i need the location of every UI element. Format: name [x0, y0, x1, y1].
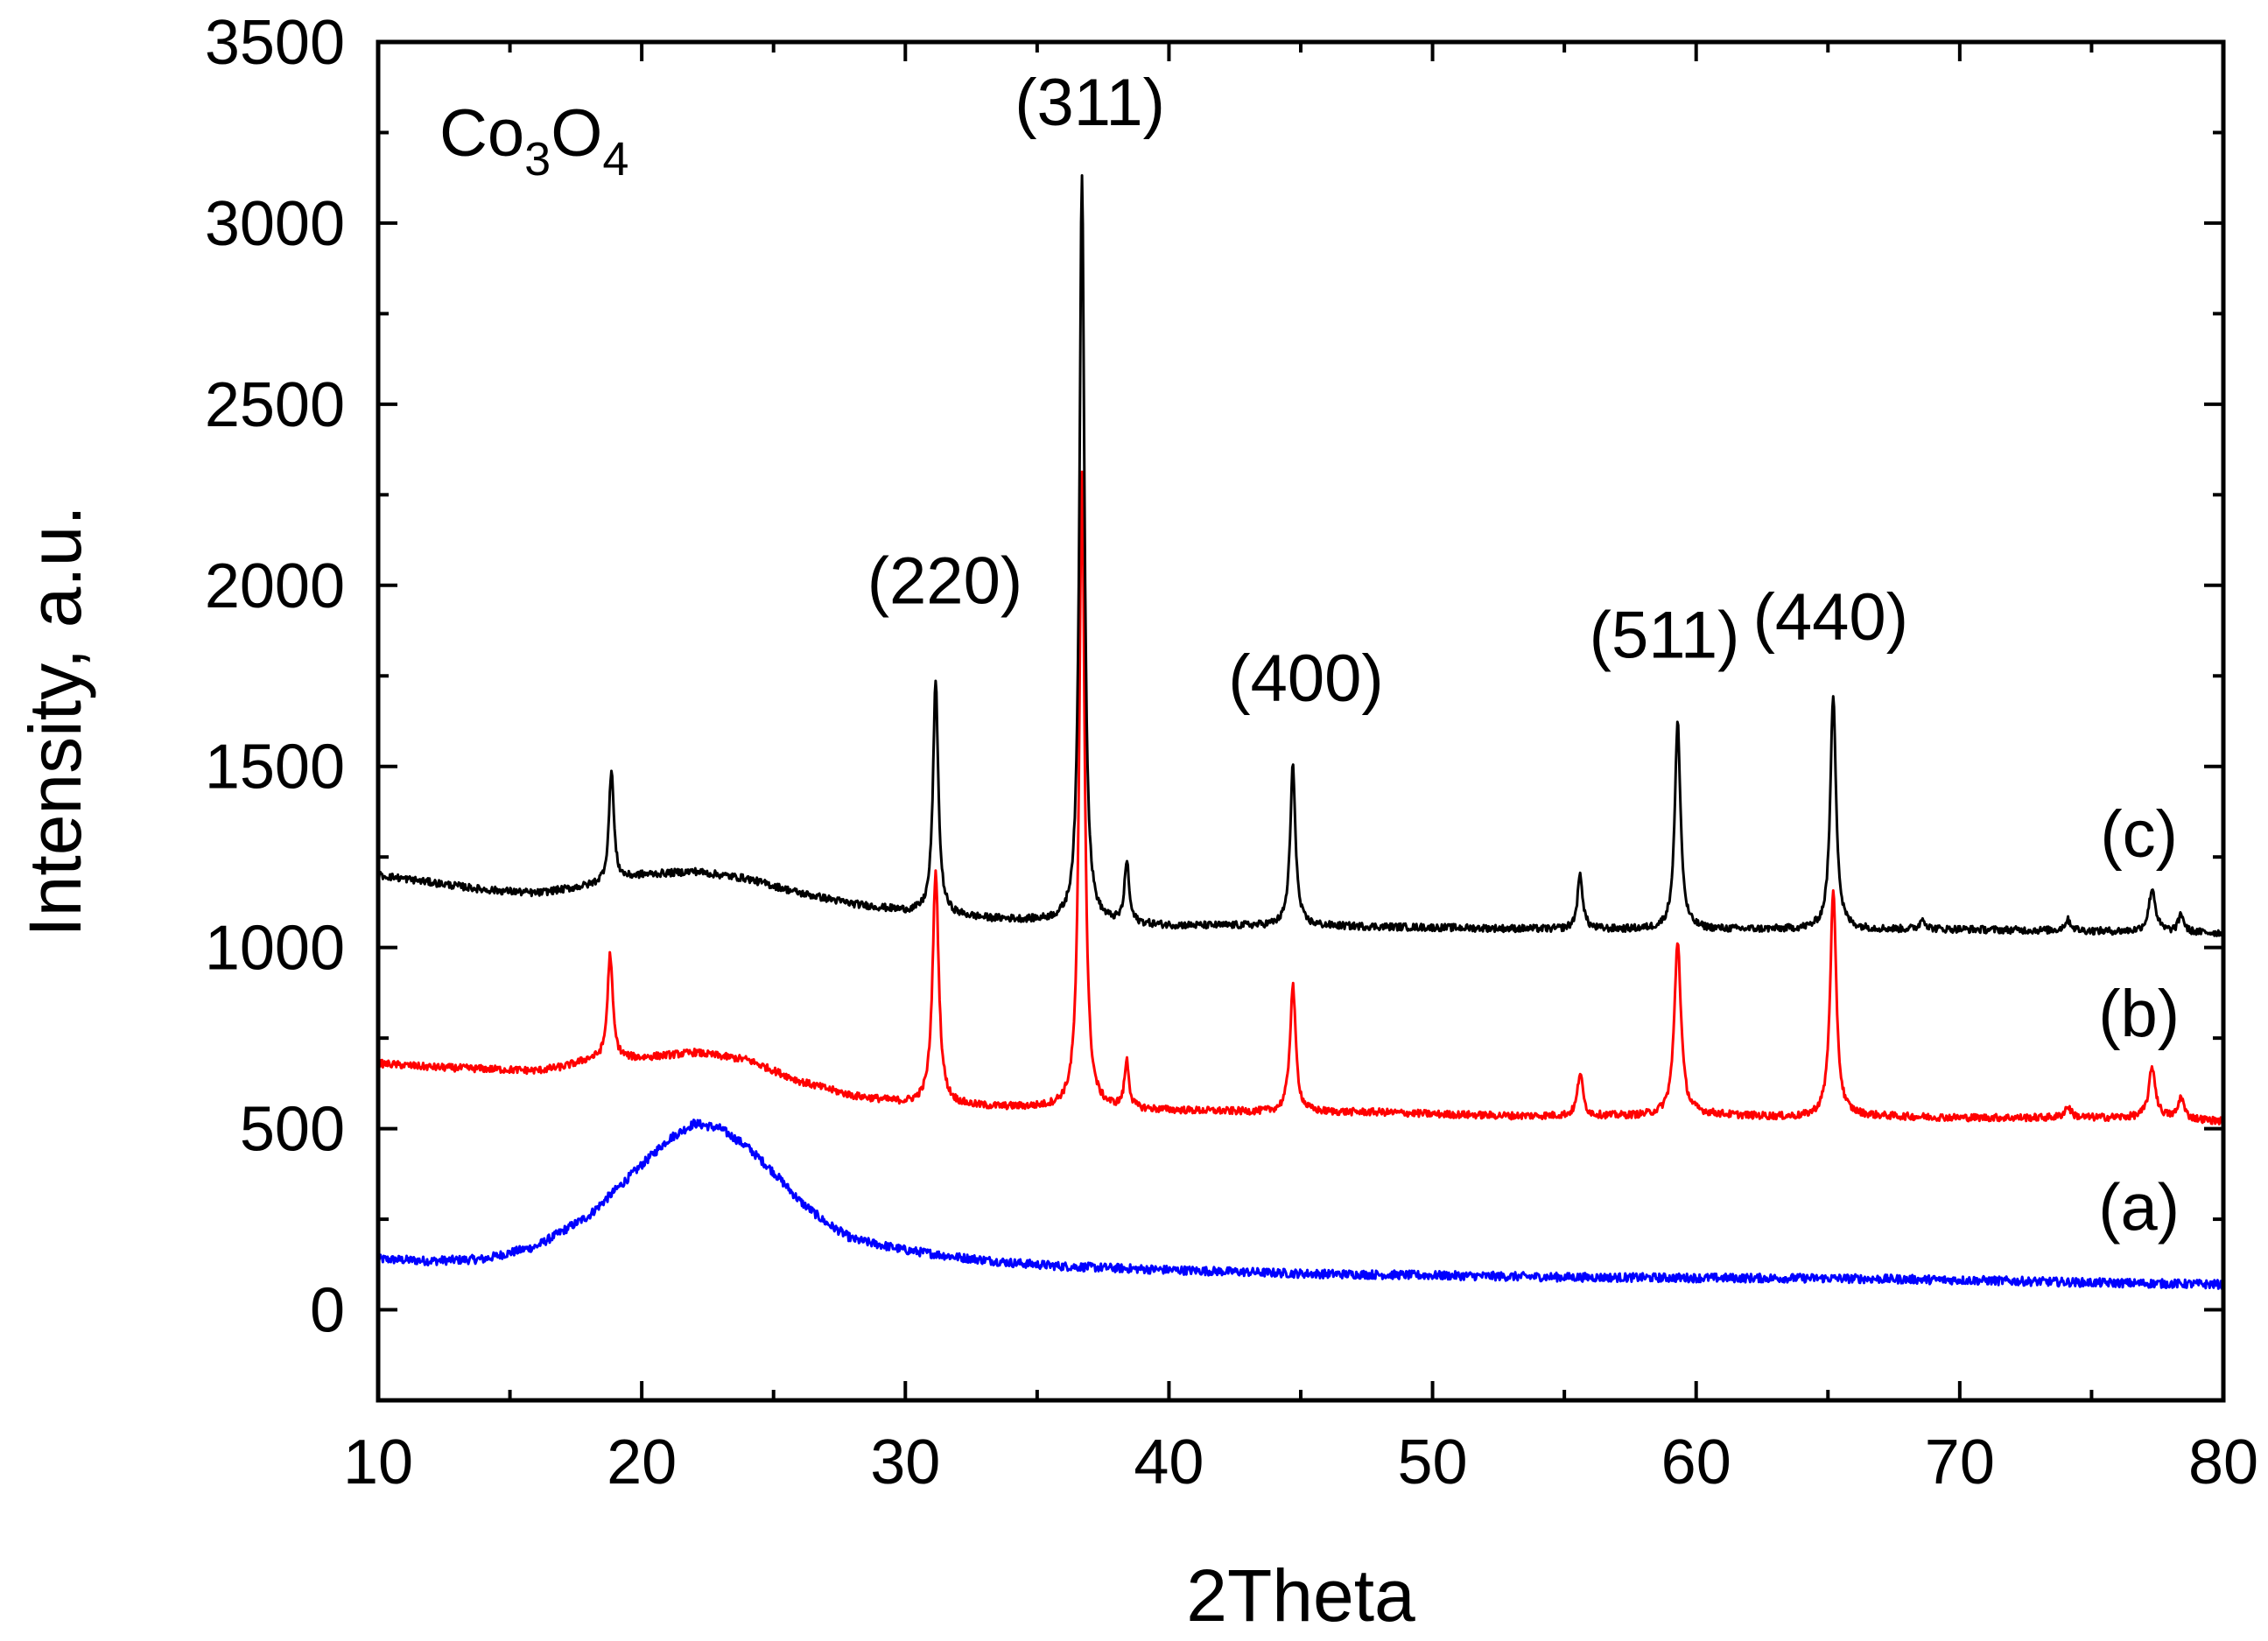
x-axis-label: 2Theta [1186, 1554, 1415, 1637]
chart-title: Co3O4 [439, 96, 628, 186]
y-tick-label: 1000 [205, 914, 345, 984]
y-tick-label: 500 [240, 1095, 345, 1165]
y-tick-label: 1500 [205, 733, 345, 803]
series-line-c [376, 174, 2225, 937]
series-label: (b) [2098, 977, 2180, 1051]
annotations: (220) (311) (400) (511) (440) (c) (b) (a) [867, 66, 2180, 1245]
x-tick-label: 60 [1661, 1427, 1731, 1497]
series-layer [376, 174, 2225, 1290]
x-tick-label: 20 [607, 1427, 677, 1497]
peak-label: (220) [867, 543, 1022, 618]
series-label: (c) [2100, 797, 2178, 872]
y-tick-label: 2000 [205, 551, 345, 621]
peak-label: (311) [1015, 66, 1165, 140]
y-axis-label: Intensity, a.u. [14, 505, 96, 936]
peak-label: (511) [1590, 599, 1740, 673]
y-tick-label: 3500 [205, 8, 345, 78]
y-tick-label: 2500 [205, 370, 345, 440]
series-label: (a) [2098, 1170, 2180, 1245]
x-tick-label: 70 [1925, 1427, 1995, 1497]
x-tick-label: 80 [2188, 1427, 2258, 1497]
peak-label: (440) [1753, 580, 1908, 655]
y-tick-label: 3000 [205, 189, 345, 259]
tick-labels: 10 20 30 40 50 60 70 80 0 500 1000 1500 2000 2500 3000… [205, 8, 2258, 1497]
x-tick-label: 10 [343, 1427, 413, 1497]
y-tick-label: 0 [310, 1276, 345, 1346]
series-line-b [376, 470, 2225, 1126]
series-line-a [376, 1119, 2225, 1290]
plot-frame [376, 39, 2226, 1403]
peak-label: (400) [1228, 642, 1383, 716]
x-tick-label: 40 [1134, 1427, 1204, 1497]
x-tick-label: 30 [870, 1427, 940, 1497]
x-tick-label: 50 [1398, 1427, 1468, 1497]
axis-ticks [376, 40, 2225, 1402]
